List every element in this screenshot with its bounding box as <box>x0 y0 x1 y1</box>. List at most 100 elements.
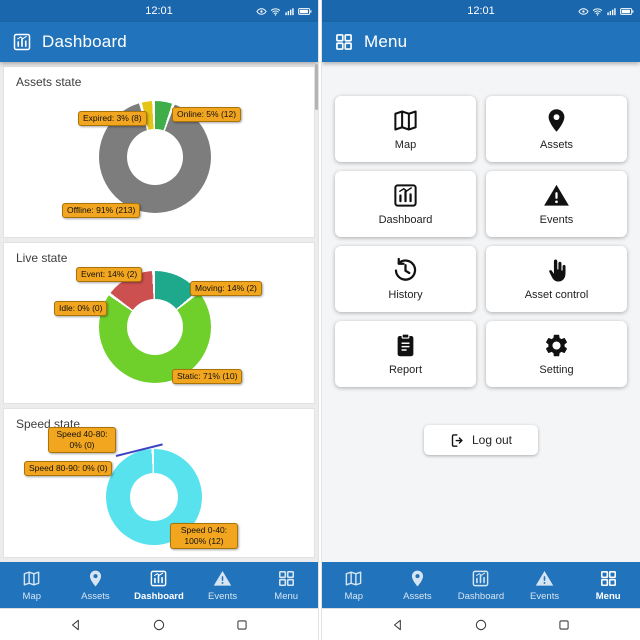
nav-item-map[interactable]: Map <box>322 562 386 608</box>
map-icon <box>344 569 363 588</box>
status-bar: 12:01 <box>0 0 318 22</box>
status-time: 12:01 <box>145 5 173 17</box>
warning-icon <box>543 182 570 209</box>
chart-label-speed-80-90: Speed 80-90: 0% (0) <box>24 461 113 477</box>
chart-label-expired: Expired: 3% (8) <box>78 111 147 127</box>
nav-label: Assets <box>81 590 110 602</box>
chart-label-speed-0-40: Speed 0-40: 100% (12) <box>170 523 238 550</box>
dashboard-icon <box>392 182 419 209</box>
signal-icon <box>284 6 295 17</box>
nav-label: Menu <box>595 590 621 602</box>
battery-icon <box>620 6 634 17</box>
menu-item-label: Report <box>388 364 423 376</box>
chart-label-event: Event: 14% (2) <box>76 267 143 283</box>
menu-item-label: History <box>388 289 423 301</box>
menu-item-label: Map <box>394 139 417 151</box>
app-bar: Dashboard <box>0 22 318 62</box>
menu-item-label: Assets <box>539 139 573 151</box>
logout-button[interactable]: Log out <box>424 425 538 455</box>
nav-label: Dashboard <box>457 590 505 602</box>
status-icons <box>578 0 634 22</box>
menu-item-label: Setting <box>539 364 574 376</box>
menu-item-label: Dashboard <box>378 214 433 226</box>
menu-item-label: Events <box>539 214 574 226</box>
menu-item-history[interactable]: History <box>335 246 476 312</box>
menu-item-asset-control[interactable]: Asset control <box>486 246 627 312</box>
grid-icon <box>277 569 296 588</box>
warning-icon <box>213 569 232 588</box>
warning-icon <box>535 569 554 588</box>
bottom-navigation: Map Assets Dashboard Events Menu <box>0 562 318 608</box>
menu-item-label: Asset control <box>524 289 589 301</box>
nav-label: Map <box>22 590 42 602</box>
wifi-icon <box>270 6 281 17</box>
status-time: 12:01 <box>467 5 495 17</box>
menu-item-setting[interactable]: Setting <box>486 321 627 387</box>
hand-icon <box>543 257 570 284</box>
map-icon <box>392 107 419 134</box>
grid-icon <box>334 32 354 52</box>
status-icons <box>256 0 312 22</box>
dashboard-icon <box>12 32 32 52</box>
android-navbar <box>322 608 640 640</box>
nav-item-events[interactable]: Events <box>513 562 577 608</box>
pin-icon <box>86 569 105 588</box>
nav-item-menu[interactable]: Menu <box>254 562 318 608</box>
speed-state-card: Speed state Speed 40-80: 0% (0) Speed 80… <box>3 408 315 558</box>
battery-icon <box>298 6 312 17</box>
nav-item-events[interactable]: Events <box>191 562 255 608</box>
menu-item-events[interactable]: Events <box>486 171 627 237</box>
page-title: Menu <box>364 32 408 51</box>
nav-label: Events <box>530 590 560 602</box>
back-icon[interactable] <box>69 618 83 632</box>
menu-item-assets[interactable]: Assets <box>486 96 627 162</box>
chart-label-offline: Offline: 91% (213) <box>62 203 141 219</box>
eye-icon <box>578 6 589 17</box>
nav-label: Dashboard <box>134 590 184 602</box>
dashboard-content: Assets state Expired: 3% (8) Online: 5% … <box>0 62 318 562</box>
signal-icon <box>606 6 617 17</box>
bottom-navigation: Map Assets Dashboard Events Menu <box>322 562 640 608</box>
app-bar: Menu <box>322 22 640 62</box>
map-icon <box>22 569 41 588</box>
card-title: Live state <box>16 251 68 265</box>
home-icon[interactable] <box>152 618 166 632</box>
nav-label: Map <box>344 590 364 602</box>
recents-icon[interactable] <box>235 618 249 632</box>
menu-grid: Map Assets Dashboard Events History Asse… <box>335 96 627 387</box>
nav-item-map[interactable]: Map <box>0 562 64 608</box>
history-icon <box>392 257 419 284</box>
status-bar: 12:01 <box>322 0 640 22</box>
assets-state-card: Assets state Expired: 3% (8) Online: 5% … <box>3 66 315 238</box>
pin-icon <box>408 569 427 588</box>
menu-screen: 12:01 Menu Map Assets Dashboard <box>322 0 640 640</box>
nav-item-dashboard[interactable]: Dashboard <box>449 562 513 608</box>
home-icon[interactable] <box>474 618 488 632</box>
logout-icon <box>450 433 465 448</box>
chart-label-static: Static: 71% (10) <box>172 369 243 385</box>
nav-item-assets[interactable]: Assets <box>386 562 450 608</box>
menu-item-map[interactable]: Map <box>335 96 476 162</box>
menu-item-report[interactable]: Report <box>335 321 476 387</box>
page-title: Dashboard <box>42 32 127 51</box>
grid-icon <box>599 569 618 588</box>
back-icon[interactable] <box>391 618 405 632</box>
menu-item-dashboard[interactable]: Dashboard <box>335 171 476 237</box>
dashboard-screen: 12:01 Dashboard Assets state Expired: 3%… <box>0 0 318 640</box>
nav-item-dashboard[interactable]: Dashboard <box>127 562 191 608</box>
scrollbar[interactable] <box>315 64 318 110</box>
nav-item-assets[interactable]: Assets <box>64 562 128 608</box>
menu-content: Map Assets Dashboard Events History Asse… <box>322 62 640 562</box>
card-title: Assets state <box>16 75 82 89</box>
dashboard-icon <box>471 569 490 588</box>
chart-label-idle: Idle: 0% (0) <box>54 301 108 317</box>
nav-label: Assets <box>403 590 432 602</box>
live-state-card: Live state Event: 14% (2) Moving: 14% (2… <box>3 242 315 404</box>
nav-label: Events <box>208 590 238 602</box>
eye-icon <box>256 6 267 17</box>
nav-label: Menu <box>274 590 299 602</box>
recents-icon[interactable] <box>557 618 571 632</box>
nav-item-menu[interactable]: Menu <box>576 562 640 608</box>
dashboard-icon <box>149 569 168 588</box>
logout-label: Log out <box>471 433 513 447</box>
